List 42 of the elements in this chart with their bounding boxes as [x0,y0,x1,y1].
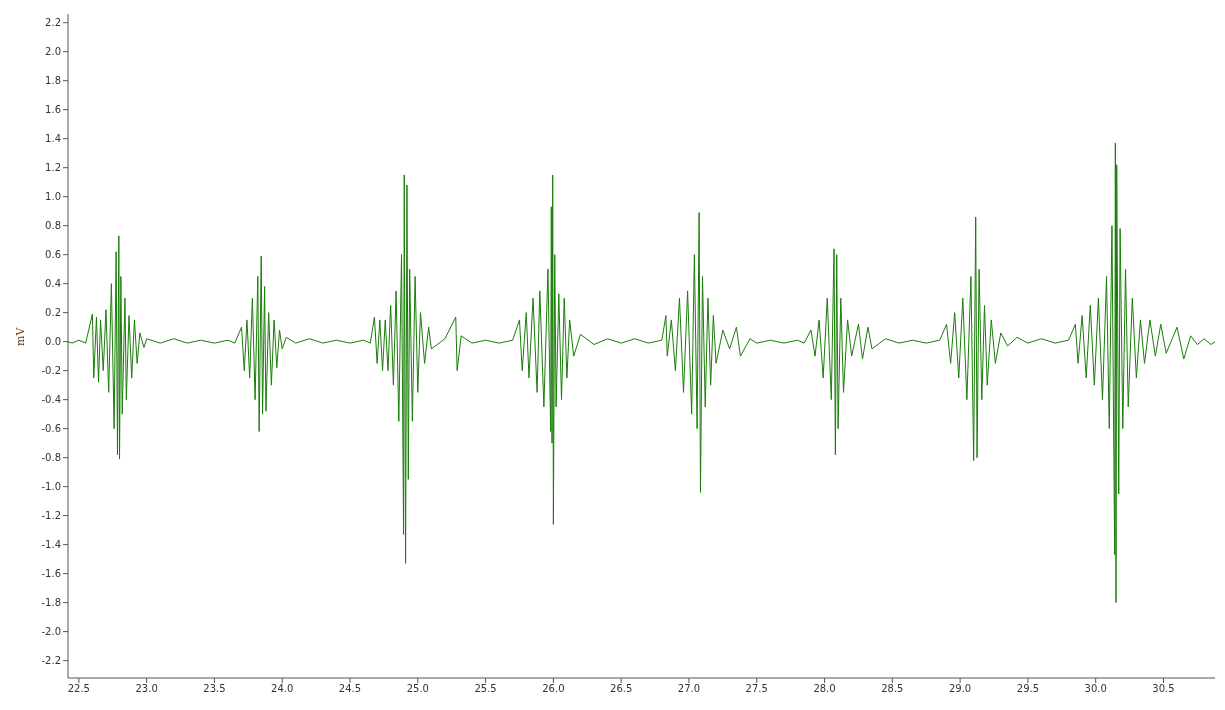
y-tick-label: 1.0 [45,191,61,203]
y-tick-label: 0.0 [45,336,61,348]
y-tick-label: 1.8 [45,75,61,87]
x-tick-label: 27.5 [745,683,768,695]
line-series [68,142,1215,604]
y-tick-label: 1.2 [45,162,61,174]
x-tick-label: 23.5 [203,683,226,695]
x-tick-label: 29.5 [1016,683,1040,695]
x-tick-label: 27.0 [677,683,701,695]
x-tick-label: 22.5 [67,683,90,695]
y-tick-label: -2.2 [41,655,61,667]
y-tick-label: -2.0 [41,626,61,638]
y-tick-label: -0.8 [41,452,61,464]
x-tick-label: 25.0 [406,683,429,695]
y-tick-label: 0.2 [45,307,61,319]
y-axis-title: mV [13,326,27,346]
x-tick-label: 26.5 [610,683,633,695]
y-tick-label: 2.2 [45,17,61,29]
y-tick-label: -0.2 [41,365,61,377]
x-tick-label: 24.5 [338,683,362,695]
y-tick-label: -1.2 [41,510,61,522]
y-tick-label: -1.4 [41,539,61,551]
y-tick-label: -1.8 [41,597,61,609]
y-tick-label: 0.4 [45,278,61,290]
y-tick-label: 1.4 [45,133,61,145]
x-tick-label: 28.0 [813,683,836,695]
x-tick-label: 29.0 [948,683,972,695]
y-tick-label: -0.4 [41,394,61,406]
y-tick-label: 0.6 [45,249,61,261]
y-tick-label: -1.6 [41,568,61,580]
x-tick-label: 30.0 [1084,683,1107,695]
y-tick-label: 0.8 [45,220,61,232]
x-tick-label: 25.5 [474,683,497,695]
y-tick-label: 2.0 [45,46,61,58]
x-tick-label: 26.0 [542,683,565,695]
y-tick-label: -0.6 [41,423,61,435]
x-tick-label: 30.5 [1152,683,1175,695]
y-tick-label: -1.0 [41,481,61,493]
x-tick-label: 24.0 [271,683,294,695]
x-tick-label: 23.0 [135,683,158,695]
y-tick-label: 1.6 [45,104,61,116]
x-tick-label: 28.5 [881,683,904,695]
